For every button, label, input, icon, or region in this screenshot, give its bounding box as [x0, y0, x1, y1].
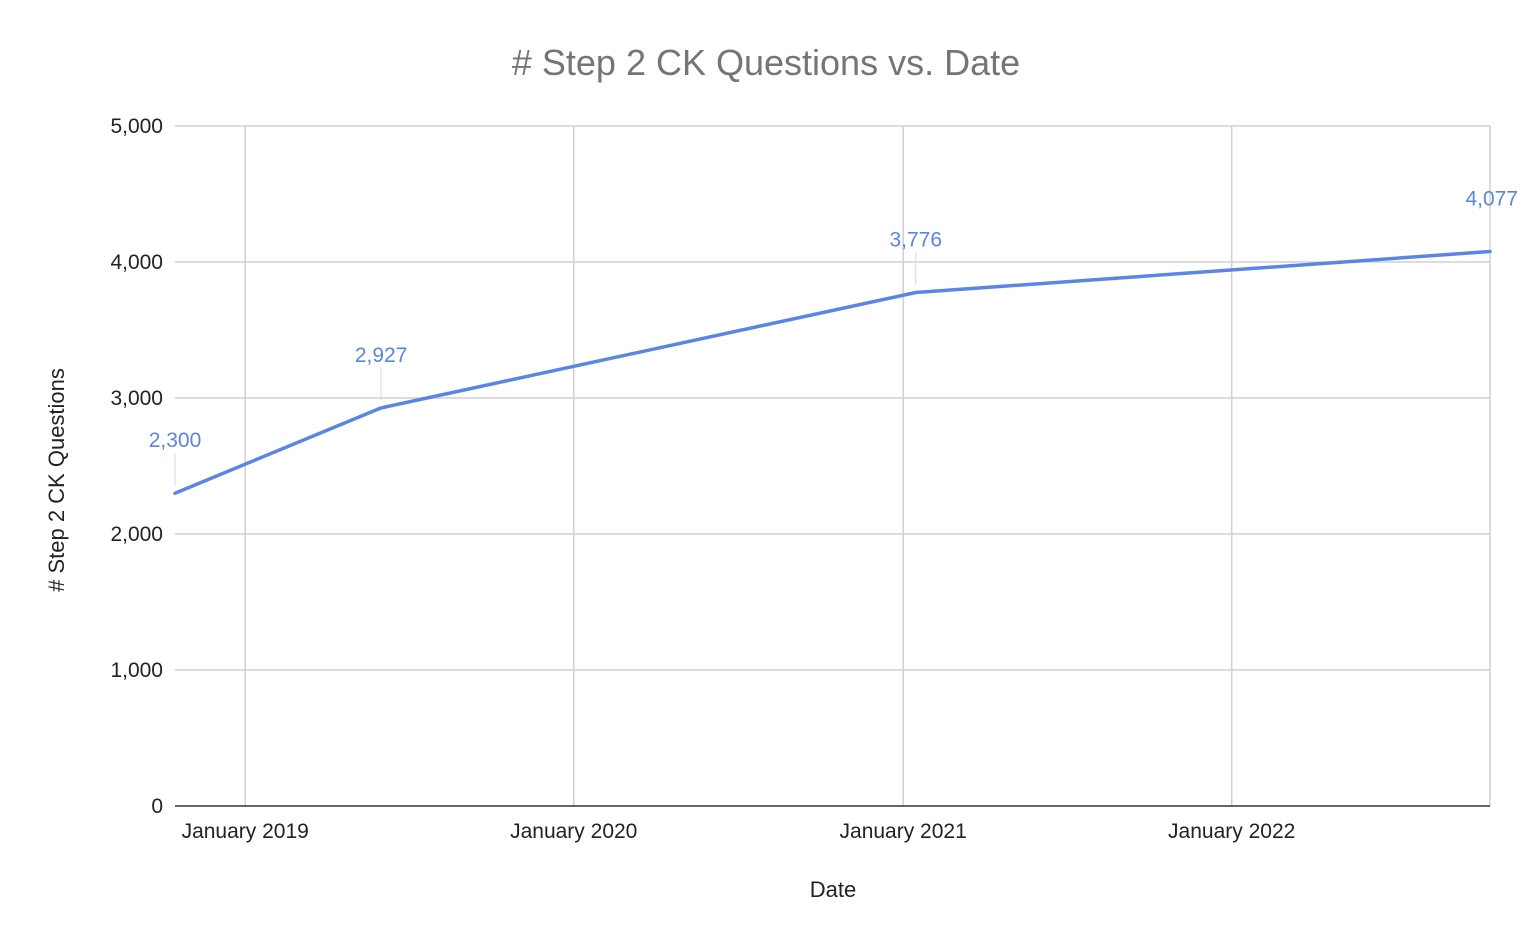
- y-tick-label: 2,000: [110, 523, 163, 546]
- data-label: 2,927: [355, 344, 408, 367]
- y-tick-label: 3,000: [110, 387, 163, 410]
- x-tick-label: January 2019: [182, 820, 309, 843]
- grid-layer: [175, 125, 1491, 806]
- y-tick-label: 4,000: [110, 251, 163, 274]
- series-line: [173, 249, 1492, 495]
- y-tick-label: 0: [151, 795, 163, 818]
- data-label: 2,300: [149, 429, 202, 452]
- y-axis-title: # Step 2 CK Questions: [44, 368, 69, 592]
- y-tick-label: 1,000: [110, 659, 163, 682]
- label-layer: 2,300 2,927 3,776 4,077: [149, 188, 1518, 486]
- x-tick-label: January 2021: [840, 820, 967, 843]
- data-label: 4,077: [1465, 188, 1518, 211]
- data-label: 3,776: [889, 228, 942, 251]
- x-tick-label: January 2020: [510, 820, 637, 843]
- x-tick-label: January 2022: [1168, 820, 1295, 843]
- y-tick-label: 5,000: [110, 115, 163, 138]
- chart-title: # Step 2 CK Questions vs. Date: [512, 42, 1020, 83]
- series-layer: [173, 249, 1492, 495]
- axis-layer: 0 1,000 2,000 3,000 4,000 5,000 January 2019 Ja…: [110, 115, 1490, 843]
- x-axis-title: Date: [810, 877, 856, 902]
